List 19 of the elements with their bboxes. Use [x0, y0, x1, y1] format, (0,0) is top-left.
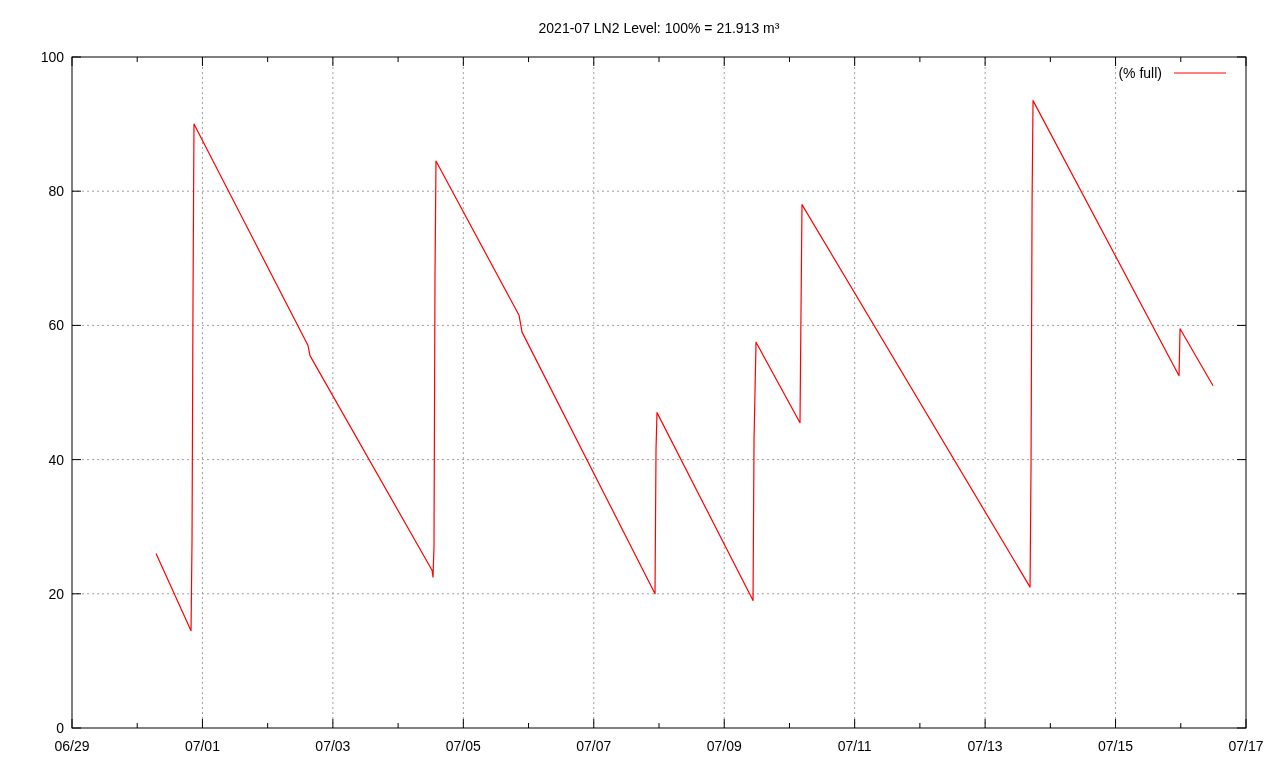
line-series: [155, 100, 1214, 632]
chart-title: 2021-07 LN2 Level: 100% = 21.913 m³: [538, 20, 780, 36]
x-tick-label: 07/11: [837, 738, 872, 754]
x-tick-label: 07/01: [184, 738, 221, 754]
x-tick-label: 06/29: [54, 738, 90, 754]
y-tick-label: 20: [48, 585, 65, 602]
y-tick-label: 60: [48, 317, 65, 334]
x-tick-label: 07/03: [315, 738, 351, 754]
x-tick-label: 07/15: [1098, 738, 1134, 754]
y-tick-label: 100: [40, 49, 65, 65]
x-tick-label: 07/17: [1228, 738, 1264, 754]
legend-label: (% full): [1118, 65, 1162, 81]
y-tick-label: 0: [56, 720, 65, 736]
y-tick-label: 80: [48, 183, 65, 200]
x-tick-label: 07/05: [445, 738, 482, 754]
x-tick-label: 07/13: [967, 738, 1003, 754]
x-tick-label: 07/07: [576, 738, 612, 754]
y-tick-label: 40: [48, 451, 65, 468]
x-tick-label: 07/09: [706, 738, 742, 754]
